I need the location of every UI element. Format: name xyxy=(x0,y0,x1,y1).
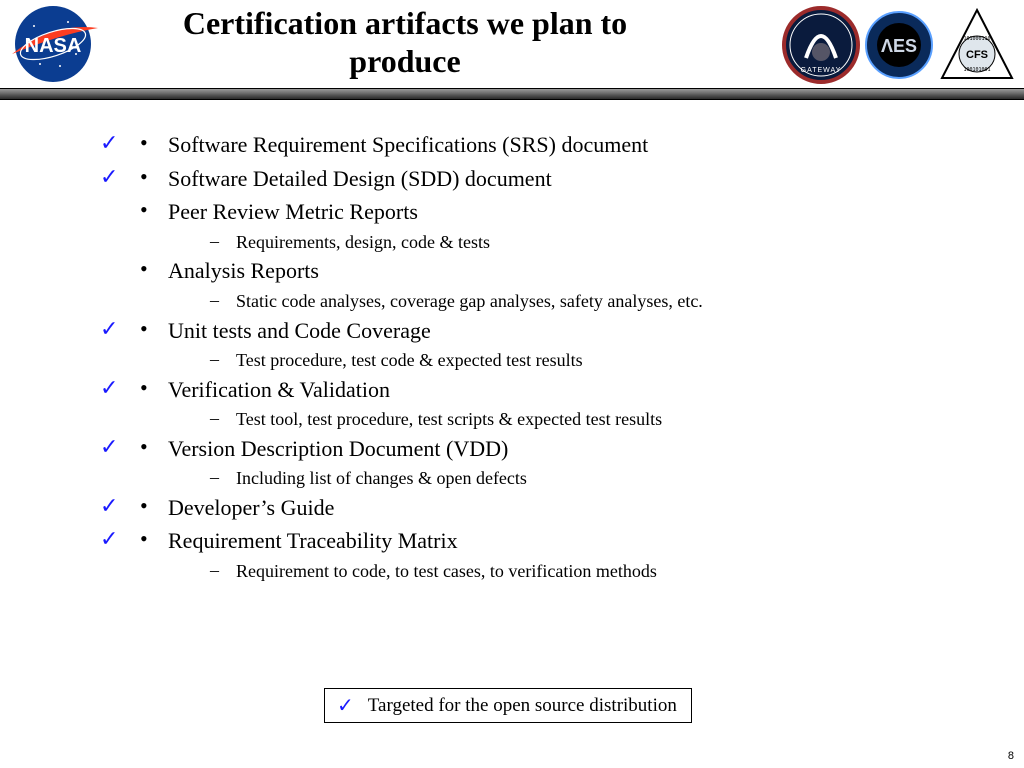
bullet-icon: • xyxy=(140,256,168,282)
page-number: 8 xyxy=(1008,750,1014,762)
dash-icon: – xyxy=(210,290,236,311)
check-icon: ✓ xyxy=(100,316,118,341)
list-subitem: –Test procedure, test code & expected te… xyxy=(210,349,920,372)
cfs-logo-icon: CFS 101000110 100101001 xyxy=(938,6,1016,84)
dash-icon: – xyxy=(210,408,236,429)
check-column: ✓ xyxy=(100,493,140,519)
legend-text: Targeted for the open source distributio… xyxy=(368,695,677,717)
bullet-icon: • xyxy=(140,375,168,401)
check-column: ✓ xyxy=(100,526,140,552)
partner-logos: GATEWAY ΛES CFS 101000110 100101001 xyxy=(782,6,1016,84)
list-subitem-text: Static code analyses, coverage gap analy… xyxy=(236,290,920,313)
check-icon: ✓ xyxy=(100,130,118,155)
check-icon: ✓ xyxy=(100,164,118,189)
aes-logo-icon: ΛES xyxy=(864,10,934,80)
list-item: ✓ •Developer’s Guide xyxy=(100,493,920,523)
list-item: •Peer Review Metric Reports xyxy=(100,197,920,227)
gateway-logo-icon: GATEWAY xyxy=(782,6,860,84)
check-column: ✓ xyxy=(100,164,140,190)
svg-text:ΛES: ΛES xyxy=(881,36,917,56)
list-item-text: Software Detailed Design (SDD) document xyxy=(168,164,920,194)
nasa-logo-icon: NASA xyxy=(6,4,100,89)
check-icon: ✓ xyxy=(100,493,118,518)
list-subitem: –Including list of changes & open defect… xyxy=(210,467,920,490)
list-subitem-text: Test procedure, test code & expected tes… xyxy=(236,349,920,372)
check-column: ✓ xyxy=(100,434,140,460)
dash-icon: – xyxy=(210,231,236,252)
bullet-icon: • xyxy=(140,526,168,552)
svg-text:NASA: NASA xyxy=(25,35,82,57)
list-subitem: –Static code analyses, coverage gap anal… xyxy=(210,290,920,313)
list-item: ✓ •Requirement Traceability Matrix xyxy=(100,526,920,556)
list-item-text: Software Requirement Specifications (SRS… xyxy=(168,130,920,160)
list-subitem-text: Including list of changes & open defects xyxy=(236,467,920,490)
list-item: •Analysis Reports xyxy=(100,256,920,286)
svg-text:GATEWAY: GATEWAY xyxy=(801,67,842,74)
list-subitem: –Test tool, test procedure, test scripts… xyxy=(210,408,920,431)
svg-text:101000110: 101000110 xyxy=(963,36,990,42)
list-item: ✓ •Software Requirement Specifications (S… xyxy=(100,130,920,160)
list-item-text: Version Description Document (VDD) xyxy=(168,434,920,464)
list-item: ✓ •Unit tests and Code Coverage xyxy=(100,316,920,346)
bullet-icon: • xyxy=(140,493,168,519)
list-subitem: –Requirements, design, code & tests xyxy=(210,231,920,254)
svg-text:CFS: CFS xyxy=(966,49,988,61)
bullet-icon: • xyxy=(140,130,168,156)
list-item: ✓ •Version Description Document (VDD) xyxy=(100,434,920,464)
svg-text:100101001: 100101001 xyxy=(963,67,990,73)
list-item-text: Unit tests and Code Coverage xyxy=(168,316,920,346)
list-subitem-text: Requirements, design, code & tests xyxy=(236,231,920,254)
list-subitem-text: Test tool, test procedure, test scripts … xyxy=(236,408,920,431)
check-column: ✓ xyxy=(100,375,140,401)
list-item-text: Requirement Traceability Matrix xyxy=(168,526,920,556)
list-item-text: Verification & Validation xyxy=(168,375,920,405)
list-item-text: Peer Review Metric Reports xyxy=(168,197,920,227)
list-subitem: –Requirement to code, to test cases, to … xyxy=(210,560,920,583)
check-icon: ✓ xyxy=(100,526,118,551)
dash-icon: – xyxy=(210,467,236,488)
bullet-icon: • xyxy=(140,197,168,223)
legend-box: ✓ Targeted for the open source distribut… xyxy=(324,688,692,723)
check-icon: ✓ xyxy=(100,375,118,400)
list-item-text: Analysis Reports xyxy=(168,256,920,286)
list-item: ✓ •Verification & Validation xyxy=(100,375,920,405)
slide-title: Certification artifacts we plan to produ… xyxy=(140,4,670,81)
check-icon: ✓ xyxy=(337,693,354,718)
bullet-icon: • xyxy=(140,434,168,460)
dash-icon: – xyxy=(210,560,236,581)
dash-icon: – xyxy=(210,349,236,370)
header-divider-bar xyxy=(0,88,1024,100)
bullet-list: ✓•Software Requirement Specifications (S… xyxy=(100,130,920,586)
list-item-text: Developer’s Guide xyxy=(168,493,920,523)
bullet-icon: • xyxy=(140,164,168,190)
slide-header: NASA Certification artifacts we plan to … xyxy=(0,0,1024,96)
list-item: ✓ •Software Detailed Design (SDD) documen… xyxy=(100,164,920,194)
bullet-icon: • xyxy=(140,316,168,342)
list-subitem-text: Requirement to code, to test cases, to v… xyxy=(236,560,920,583)
check-column: ✓ xyxy=(100,130,140,156)
check-column: ✓ xyxy=(100,316,140,342)
check-icon: ✓ xyxy=(100,434,118,459)
